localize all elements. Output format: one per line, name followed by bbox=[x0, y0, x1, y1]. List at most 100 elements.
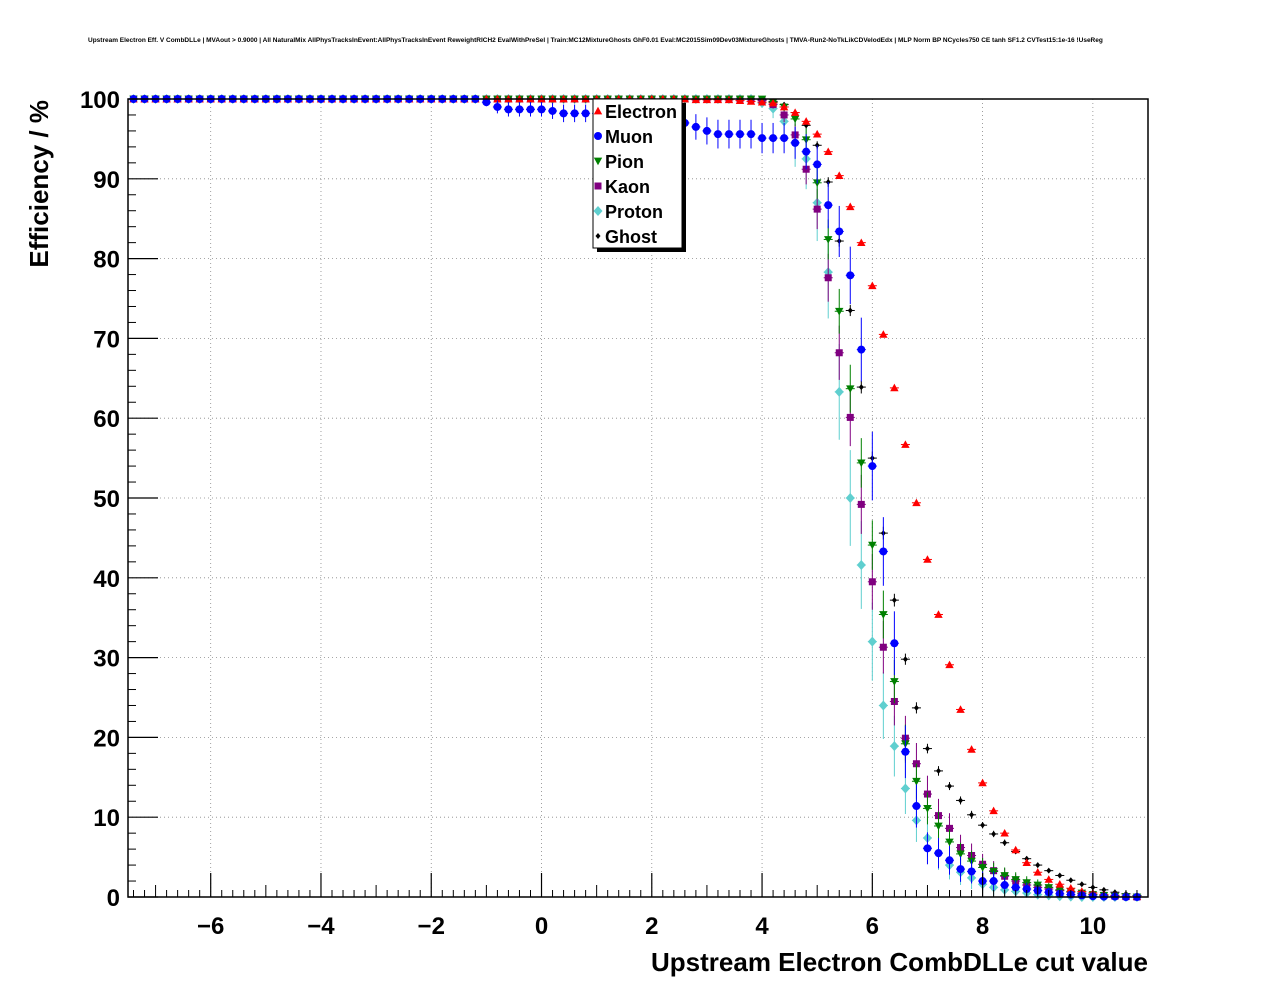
data-point-pion bbox=[857, 459, 866, 468]
data-point-pion bbox=[790, 115, 800, 124]
data-point-kaon bbox=[824, 274, 832, 282]
data-point-electron bbox=[824, 147, 833, 156]
data-point-electron bbox=[779, 102, 789, 111]
data-point-electron bbox=[912, 498, 921, 507]
x-tick-label: 8 bbox=[976, 913, 989, 940]
data-point-muon bbox=[901, 747, 910, 756]
legend-marker-electron bbox=[593, 106, 603, 115]
data-point-ghost bbox=[958, 797, 964, 804]
data-point-kaon bbox=[879, 643, 887, 651]
data-point-electron bbox=[934, 610, 943, 618]
data-point-ghost bbox=[1068, 877, 1074, 884]
data-point-ghost bbox=[924, 745, 930, 752]
y-tick-label: 30 bbox=[93, 646, 120, 673]
legend-label-pion: Pion bbox=[605, 152, 644, 172]
data-point-muon bbox=[890, 639, 899, 648]
data-point-pion bbox=[835, 307, 844, 316]
legend-marker-kaon bbox=[594, 182, 602, 190]
data-point-pion bbox=[846, 385, 855, 393]
data-point-muon bbox=[493, 102, 502, 111]
data-point-kaon bbox=[813, 205, 821, 213]
data-point-kaon bbox=[835, 349, 843, 357]
data-point-muon bbox=[824, 201, 833, 210]
data-point-electron bbox=[857, 238, 866, 246]
data-point-muon bbox=[846, 271, 855, 280]
data-point-ghost bbox=[947, 783, 953, 790]
data-point-electron bbox=[989, 806, 998, 815]
data-point-electron bbox=[768, 98, 778, 107]
data-point-ghost bbox=[980, 822, 986, 829]
data-point-electron bbox=[746, 97, 756, 105]
data-point-ghost bbox=[991, 830, 997, 837]
data-point-proton bbox=[867, 636, 877, 647]
data-point-electron bbox=[868, 281, 877, 290]
data-point-electron bbox=[1011, 845, 1020, 854]
x-tick-label: −6 bbox=[197, 913, 224, 940]
data-point-proton bbox=[845, 493, 855, 503]
data-point-pion bbox=[912, 777, 921, 786]
data-point-muon bbox=[691, 122, 700, 131]
data-point-pion bbox=[1000, 872, 1009, 880]
legend-marker-proton bbox=[593, 206, 603, 216]
data-point-proton bbox=[834, 386, 844, 397]
x-tick-label: 4 bbox=[755, 913, 769, 940]
data-point-ghost bbox=[1101, 886, 1107, 893]
data-point-muon bbox=[504, 105, 513, 114]
y-tick-label: 10 bbox=[93, 805, 120, 832]
data-point-kaon bbox=[868, 578, 876, 586]
legend-marker-muon bbox=[594, 132, 602, 140]
data-point-electron bbox=[1022, 858, 1031, 867]
data-point-electron bbox=[790, 108, 800, 116]
legend-label-ghost: Ghost bbox=[605, 227, 657, 247]
data-point-electron bbox=[801, 117, 811, 125]
x-tick-label: 6 bbox=[866, 913, 879, 940]
data-point-ghost bbox=[1046, 867, 1052, 874]
data-point-muon bbox=[515, 105, 524, 114]
data-point-ghost bbox=[1002, 839, 1008, 846]
data-point-ghost bbox=[1057, 872, 1063, 879]
data-point-electron bbox=[1055, 880, 1064, 888]
data-point-kaon bbox=[846, 413, 854, 421]
data-point-muon bbox=[934, 849, 943, 858]
y-tick-label: 0 bbox=[107, 885, 120, 912]
data-point-electron bbox=[945, 660, 954, 669]
y-tick-label: 50 bbox=[93, 486, 120, 513]
data-point-muon bbox=[570, 109, 579, 118]
data-point-electron bbox=[812, 129, 822, 138]
data-point-electron bbox=[1000, 828, 1009, 837]
x-tick-label: 10 bbox=[1080, 913, 1107, 940]
data-point-electron bbox=[879, 330, 888, 338]
x-tick-label: 2 bbox=[645, 913, 658, 940]
data-point-muon bbox=[879, 547, 888, 556]
data-point-muon bbox=[967, 867, 976, 876]
y-tick-label: 40 bbox=[93, 566, 120, 593]
data-point-muon bbox=[945, 856, 954, 865]
data-point-electron bbox=[735, 96, 745, 104]
data-point-ghost bbox=[891, 597, 897, 604]
data-point-proton bbox=[889, 741, 899, 752]
data-point-ghost bbox=[902, 656, 908, 663]
data-point-muon bbox=[956, 865, 965, 874]
data-point-kaon bbox=[780, 111, 788, 119]
data-point-muon bbox=[724, 130, 733, 139]
y-axis-label: Efficiency / % bbox=[24, 100, 54, 268]
data-point-muon bbox=[1000, 881, 1009, 890]
data-point-ghost bbox=[1035, 862, 1041, 869]
data-point-kaon bbox=[857, 500, 865, 508]
data-point-pion bbox=[934, 822, 943, 831]
data-point-ghost bbox=[969, 811, 975, 818]
data-point-pion bbox=[1011, 876, 1020, 884]
legend-marker-pion bbox=[593, 157, 603, 166]
data-point-muon bbox=[1022, 885, 1031, 894]
data-point-muon bbox=[702, 126, 711, 135]
data-point-muon bbox=[482, 98, 491, 107]
data-point-electron bbox=[901, 440, 910, 448]
data-point-pion bbox=[956, 850, 965, 859]
y-tick-label: 20 bbox=[93, 725, 120, 752]
data-point-pion bbox=[945, 838, 954, 847]
legend-marker-ghost bbox=[595, 233, 601, 239]
x-axis-label: Upstream Electron CombDLLe cut value bbox=[651, 947, 1148, 977]
y-tick-label: 80 bbox=[93, 247, 120, 274]
data-point-pion bbox=[824, 236, 833, 244]
